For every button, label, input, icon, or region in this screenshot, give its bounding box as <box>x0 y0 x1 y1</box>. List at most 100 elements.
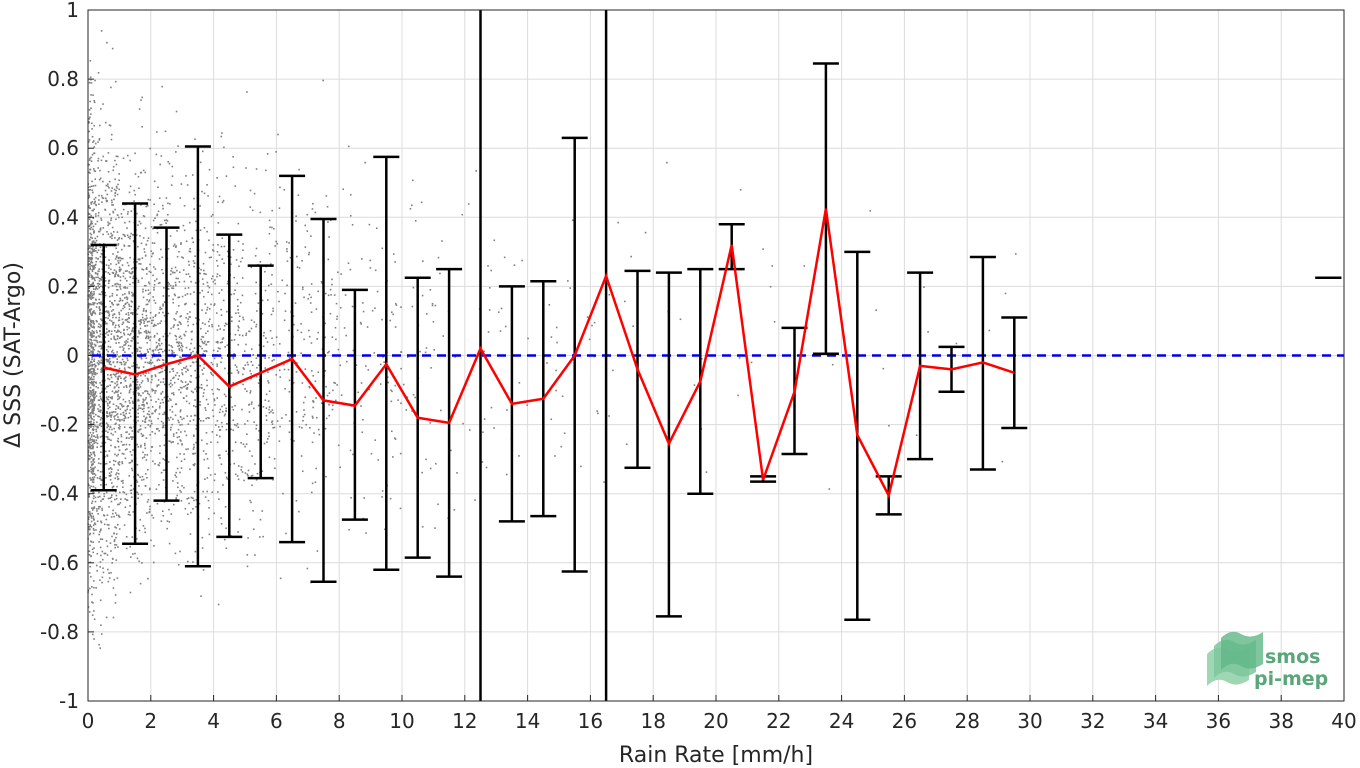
scatter-point <box>120 480 123 482</box>
scatter-point <box>122 482 124 484</box>
scatter-point <box>95 287 97 289</box>
scatter-point <box>92 141 94 143</box>
scatter-point <box>270 283 273 285</box>
scatter-point <box>191 174 194 176</box>
scatter-point <box>137 431 140 433</box>
scatter-point <box>89 297 91 299</box>
scatter-point <box>419 350 421 353</box>
scatter-point <box>110 482 113 484</box>
scatter-point <box>91 395 94 397</box>
scatter-point <box>88 408 91 411</box>
scatter-point <box>100 341 102 343</box>
scatter-point <box>431 302 434 305</box>
scatter-point <box>301 382 304 384</box>
scatter-point <box>204 407 207 409</box>
scatter-point <box>207 416 209 419</box>
scatter-point <box>110 330 113 333</box>
scatter-point <box>194 357 196 359</box>
scatter-point <box>93 458 95 460</box>
scatter-point <box>93 375 95 378</box>
scatter-point <box>93 198 96 201</box>
scatter-point <box>255 427 257 430</box>
scatter-point <box>105 310 108 313</box>
scatter-point <box>105 476 107 479</box>
scatter-point <box>113 335 115 338</box>
scatter-point <box>139 263 142 265</box>
scatter-point <box>126 213 129 215</box>
scatter-point <box>141 420 144 422</box>
scatter-point <box>93 291 95 293</box>
scatter-point <box>288 242 290 244</box>
scatter-point <box>142 403 145 406</box>
scatter-point <box>88 425 91 427</box>
scatter-point <box>93 323 96 325</box>
scatter-point <box>162 335 165 338</box>
scatter-point <box>126 279 128 282</box>
scatter-point <box>175 312 177 315</box>
scatter-point <box>89 263 91 266</box>
scatter-point <box>115 473 117 476</box>
scatter-point <box>213 357 216 360</box>
scatter-point <box>158 197 161 199</box>
scatter-point <box>204 323 206 326</box>
scatter-point <box>99 302 102 305</box>
scatter-point <box>302 415 305 418</box>
scatter-point <box>158 462 161 464</box>
scatter-point <box>152 316 155 319</box>
scatter-point <box>212 392 215 395</box>
scatter-point <box>98 404 100 406</box>
scatter-point <box>95 587 97 589</box>
scatter-point <box>169 385 172 388</box>
scatter-point <box>116 413 119 415</box>
scatter-point <box>114 208 116 211</box>
scatter-point <box>125 431 127 434</box>
scatter-point <box>89 303 92 306</box>
scatter-point <box>132 239 135 242</box>
scatter-point <box>151 319 153 322</box>
scatter-point <box>203 388 206 391</box>
scatter-point <box>155 401 157 403</box>
scatter-point <box>136 481 139 483</box>
scatter-point <box>285 414 287 416</box>
scatter-point <box>136 557 139 560</box>
scatter-point <box>116 391 119 393</box>
scatter-point <box>111 292 114 295</box>
scatter-point <box>158 339 160 341</box>
scatter-point <box>142 288 144 291</box>
scatter-point <box>125 296 128 298</box>
scatter-point <box>161 268 163 271</box>
scatter-point <box>131 271 134 274</box>
scatter-point <box>126 234 129 237</box>
scatter-point <box>145 390 147 392</box>
scatter-point <box>107 282 110 285</box>
scatter-point <box>98 415 101 418</box>
scatter-point <box>92 388 95 391</box>
scatter-point <box>612 369 614 372</box>
scatter-point <box>88 227 91 230</box>
scatter-point <box>102 233 104 236</box>
scatter-point <box>193 347 196 349</box>
scatter-point <box>90 468 92 471</box>
scatter-point <box>116 239 119 241</box>
scatter-point <box>231 320 233 322</box>
scatter-point <box>421 526 424 528</box>
scatter-point <box>98 307 101 309</box>
scatter-point <box>136 261 138 263</box>
scatter-point <box>869 210 872 212</box>
scatter-point <box>137 258 140 261</box>
scatter-point <box>107 345 110 348</box>
scatter-point <box>351 305 354 308</box>
scatter-point <box>201 369 204 371</box>
scatter-point <box>143 405 145 407</box>
scatter-point <box>351 223 354 226</box>
scatter-point <box>88 446 90 449</box>
scatter-point <box>169 429 172 431</box>
scatter-point <box>93 435 95 437</box>
scatter-point <box>175 471 177 474</box>
scatter-point <box>102 571 105 574</box>
scatter-point <box>207 291 209 294</box>
scatter-point <box>97 399 100 402</box>
scatter-point <box>114 356 116 358</box>
scatter-point <box>129 185 132 188</box>
scatter-point <box>150 362 152 365</box>
